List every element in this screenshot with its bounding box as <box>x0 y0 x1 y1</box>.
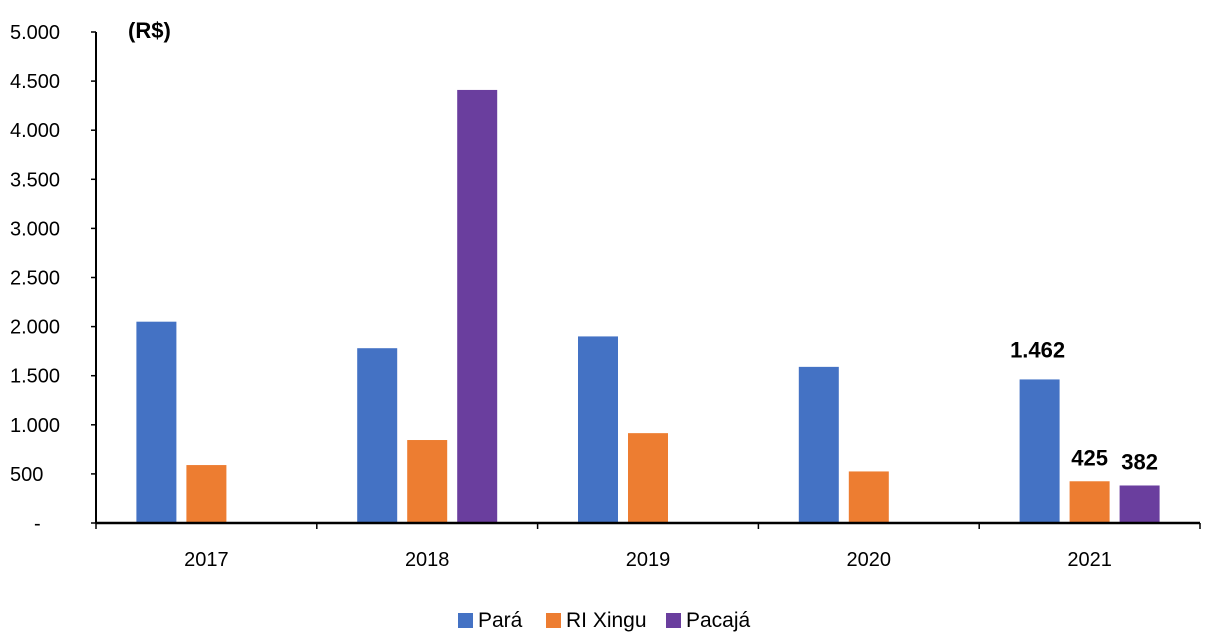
unit-label: (R$) <box>128 18 171 43</box>
y-tick-label: 1.000 <box>10 415 60 437</box>
bar-pará-2017 <box>136 321 177 523</box>
bar-pacajá-2021 <box>1119 485 1160 523</box>
bar-pará-2018 <box>357 348 398 523</box>
legend: Pará RI Xingu Pacajá <box>458 609 751 632</box>
bar-ri-xingu-2019 <box>628 433 668 523</box>
y-tick-label: 4.500 <box>10 71 60 93</box>
y-tick-label: 3.500 <box>10 169 60 191</box>
bar-ri-xingu-2021 <box>1069 481 1110 523</box>
bar-ri-xingu-2020 <box>848 471 889 523</box>
y-tick-label: - <box>34 513 41 535</box>
y-tick-label: 4.000 <box>10 120 60 142</box>
x-tick-label: 2020 <box>847 549 892 571</box>
y-tick-label: 5.000 <box>10 22 60 44</box>
bar-pará-2019 <box>578 336 618 523</box>
axes <box>95 32 1201 529</box>
x-tick-label: 2018 <box>405 549 450 571</box>
bar-pará-2020 <box>798 366 839 523</box>
x-axis-labels: 2017 2018 2019 2020 2021 <box>184 549 1112 571</box>
legend-label: Pacajá <box>686 609 751 632</box>
x-tick-label: 2021 <box>1067 549 1112 571</box>
data-label: 1.462 <box>1010 337 1065 362</box>
y-tick-label: 500 <box>10 464 43 486</box>
bar-pacajá-2018 <box>457 89 498 524</box>
y-tick-label: 1.500 <box>10 366 60 388</box>
y-tick-label: 2.000 <box>10 317 60 339</box>
bar-pará-2021 <box>1019 379 1060 523</box>
y-tick-label: 3.000 <box>10 218 60 240</box>
data-label: 382 <box>1121 449 1158 474</box>
legend-swatch <box>458 613 473 628</box>
bar-ri-xingu-2018 <box>407 440 448 523</box>
legend-label: RI Xingu <box>566 609 647 632</box>
y-axis-ticks: - 500 1.000 1.500 2.000 2.500 3.000 3.500 4.000 4… <box>10 22 96 535</box>
x-tick-label: 2017 <box>184 549 229 571</box>
legend-swatch <box>666 613 681 628</box>
legend-swatch <box>546 613 561 628</box>
y-tick-label: 2.500 <box>10 268 60 290</box>
data-label: 425 <box>1071 445 1108 470</box>
data-labels: 1.462 425 382 <box>1010 337 1158 474</box>
x-tick-label: 2019 <box>626 549 671 571</box>
bar-ri-xingu-2017 <box>186 465 227 523</box>
legend-label: Pará <box>478 609 523 632</box>
bars <box>136 89 1160 524</box>
